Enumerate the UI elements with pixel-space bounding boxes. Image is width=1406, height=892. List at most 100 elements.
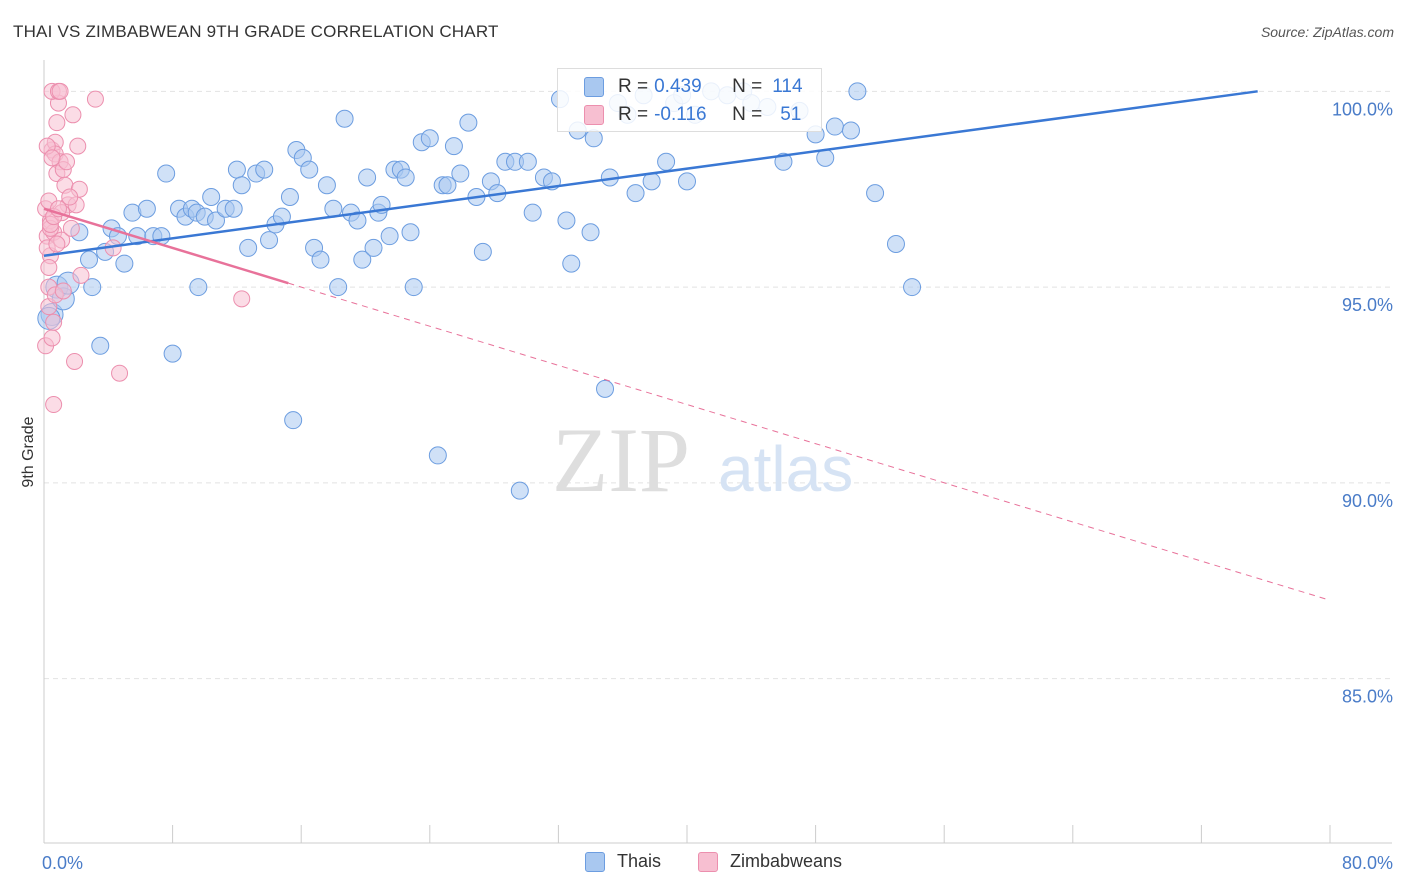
point-zimbabweans — [86, 90, 104, 108]
point-thais — [300, 160, 319, 179]
axes — [43, 60, 1392, 844]
bottom-legend-thais: Thais — [585, 851, 661, 872]
point-zimbabweans — [62, 219, 80, 237]
y-tick-label: 90.0% — [1342, 491, 1393, 511]
legend-r-value: 0.439 — [654, 76, 702, 97]
point-thais — [239, 238, 258, 257]
legend-r-label: R = — [618, 104, 649, 125]
watermark-zip: ZIP — [552, 409, 690, 511]
watermark-atlas: atlas — [718, 433, 853, 505]
legend-swatch-blue — [584, 77, 604, 97]
legend-n-label: N = — [732, 104, 763, 125]
point-zimbabweans — [43, 329, 61, 347]
point-zimbabweans — [48, 235, 66, 253]
point-thais — [189, 278, 208, 297]
point-thais — [317, 176, 336, 195]
bottom-legend-label: Thais — [617, 851, 662, 871]
legend-n-label: N = — [732, 76, 763, 97]
point-thais — [335, 109, 354, 128]
bottom-legend-swatch-pink — [698, 851, 718, 872]
point-thais — [420, 129, 439, 148]
x-tick-label-min: 0.0% — [42, 853, 83, 873]
point-thais — [311, 250, 330, 269]
point-thais — [207, 211, 226, 230]
point-thais — [510, 481, 529, 500]
point-thais — [518, 152, 537, 171]
point-thais — [584, 129, 603, 148]
point-thais — [841, 121, 860, 140]
point-thais — [163, 344, 182, 363]
chart-title: THAI VS ZIMBABWEAN 9TH GRADE CORRELATION… — [13, 22, 499, 41]
watermark: ZIP atlas — [552, 409, 853, 511]
point-thais — [678, 172, 696, 191]
stats-legend: R = 0.439 N = 114 R = -0.116 N = 51 — [557, 68, 822, 132]
axis-labels: 85.0% 90.0% 95.0% 100.0% 0.0% 80.0% 9th Grade — [20, 99, 1393, 873]
point-thais — [280, 188, 299, 207]
legend-n-value: 51 — [780, 104, 802, 125]
legend-r-label: R = — [618, 76, 649, 97]
y-tick-label: 100.0% — [1332, 99, 1393, 119]
point-thais — [581, 223, 600, 242]
point-zimbabweans — [64, 106, 82, 124]
point-thais — [848, 82, 867, 101]
point-zimbabweans — [48, 114, 66, 132]
trend-line-thais — [43, 90, 1258, 257]
point-thais — [91, 336, 110, 355]
point-zimbabweans — [61, 188, 79, 206]
point-thais — [115, 254, 134, 273]
point-thais — [626, 184, 645, 203]
point-thais — [657, 152, 676, 171]
point-thais — [825, 117, 844, 136]
point-thais — [459, 113, 478, 132]
point-thais — [401, 223, 420, 242]
y-axis-label: 9th Grade — [20, 416, 37, 487]
point-thais — [83, 278, 102, 297]
source-label: Source: ZipAtlas.com — [1260, 24, 1394, 40]
trend-lines — [43, 90, 1331, 601]
point-thais — [444, 137, 463, 156]
point-thais — [358, 168, 377, 187]
point-zimbabweans — [45, 396, 63, 414]
y-tick-label: 85.0% — [1342, 687, 1393, 707]
point-thais — [774, 152, 793, 171]
point-thais — [329, 278, 348, 297]
point-zimbabweans — [43, 149, 61, 167]
bottom-legend-zimbabweans: Zimbabweans — [698, 851, 842, 872]
point-thais — [157, 164, 176, 183]
point-thais — [903, 278, 922, 297]
legend-swatch-pink — [584, 105, 604, 125]
legend-row-thais: R = 0.439 N = 114 — [558, 73, 803, 101]
point-thais — [260, 231, 279, 250]
point-thais — [428, 446, 447, 465]
point-zimbabweans — [66, 352, 84, 370]
y-tick-label: 95.0% — [1342, 295, 1393, 315]
point-thais — [886, 235, 905, 254]
point-thais — [272, 207, 291, 226]
trend-line-zimbabweans — [43, 207, 289, 285]
point-thais — [202, 188, 221, 207]
point-zimbabweans — [51, 82, 69, 100]
point-thais — [348, 211, 367, 230]
point-thais — [866, 184, 885, 203]
point-thais — [562, 254, 581, 273]
series-zimbabweans — [37, 82, 251, 414]
point-thais — [596, 379, 615, 398]
point-zimbabweans — [54, 282, 72, 300]
point-thais — [473, 242, 492, 261]
point-thais — [232, 176, 251, 195]
point-thais — [557, 211, 576, 230]
point-thais — [80, 250, 99, 269]
trend-line-zimbabweans-extended — [288, 282, 1331, 601]
point-zimbabweans — [58, 153, 76, 171]
point-thais — [438, 176, 457, 195]
point-thais — [523, 203, 542, 222]
x-tick-label-max: 80.0% — [1342, 853, 1393, 873]
point-zimbabweans — [111, 364, 129, 382]
point-zimbabweans — [45, 313, 63, 331]
point-zimbabweans — [40, 258, 58, 276]
point-thais — [255, 160, 274, 179]
point-zimbabweans — [69, 137, 87, 155]
point-thais — [404, 278, 423, 297]
point-zimbabweans — [72, 266, 90, 284]
